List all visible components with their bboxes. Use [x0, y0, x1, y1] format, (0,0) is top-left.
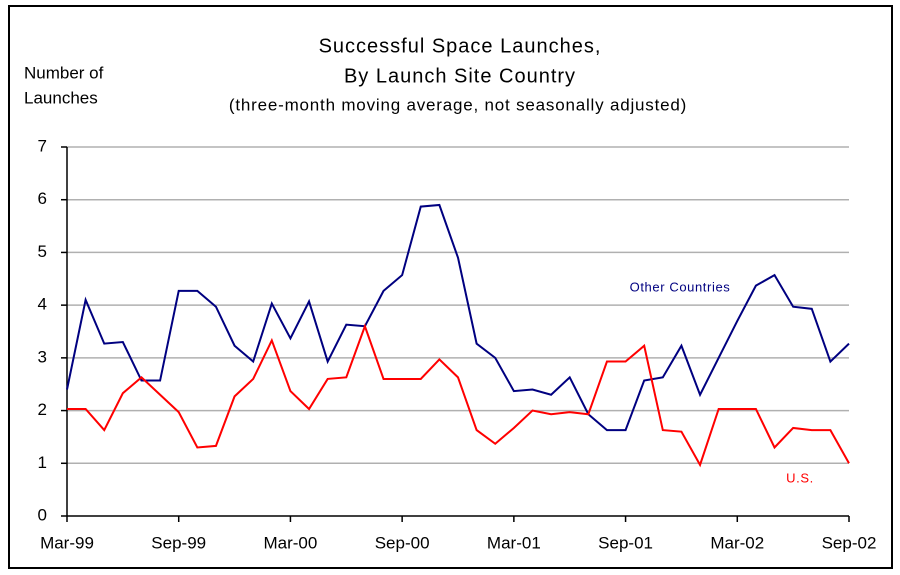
x-tick-label: Sep-02 — [822, 533, 877, 552]
y-axis-label: Launches — [24, 88, 98, 107]
series-label: U.S. — [786, 470, 814, 485]
x-tick-label: Sep-01 — [598, 533, 653, 552]
chart-subtitle: (three-month moving average, not seasona… — [229, 95, 687, 114]
y-tick-label: 4 — [38, 295, 47, 314]
x-tick-label: Mar-01 — [487, 533, 541, 552]
x-tick-label: Sep-99 — [151, 533, 206, 552]
x-tick-label: Mar-02 — [710, 533, 764, 552]
chart-title-line: Successful Space Launches, — [319, 35, 602, 57]
y-tick-label: 1 — [38, 453, 47, 472]
y-tick-label: 7 — [38, 136, 47, 155]
series-line — [66, 203, 850, 432]
chart-title-line: By Launch Site Country — [344, 65, 576, 87]
series-line — [67, 323, 850, 468]
x-tick-label: Sep-00 — [375, 533, 430, 552]
y-tick-label: 5 — [38, 242, 47, 261]
frame — [8, 5, 893, 569]
y-tick-label: 0 — [38, 505, 47, 524]
x-tick-label: Mar-00 — [263, 533, 317, 552]
y-axis-label: Number of — [24, 63, 104, 82]
y-tick-label: 3 — [38, 347, 47, 366]
series-label: Other Countries — [630, 279, 731, 294]
y-tick-label: 2 — [38, 400, 47, 419]
x-tick-label: Mar-99 — [40, 533, 94, 552]
y-tick-label: 6 — [38, 189, 47, 208]
